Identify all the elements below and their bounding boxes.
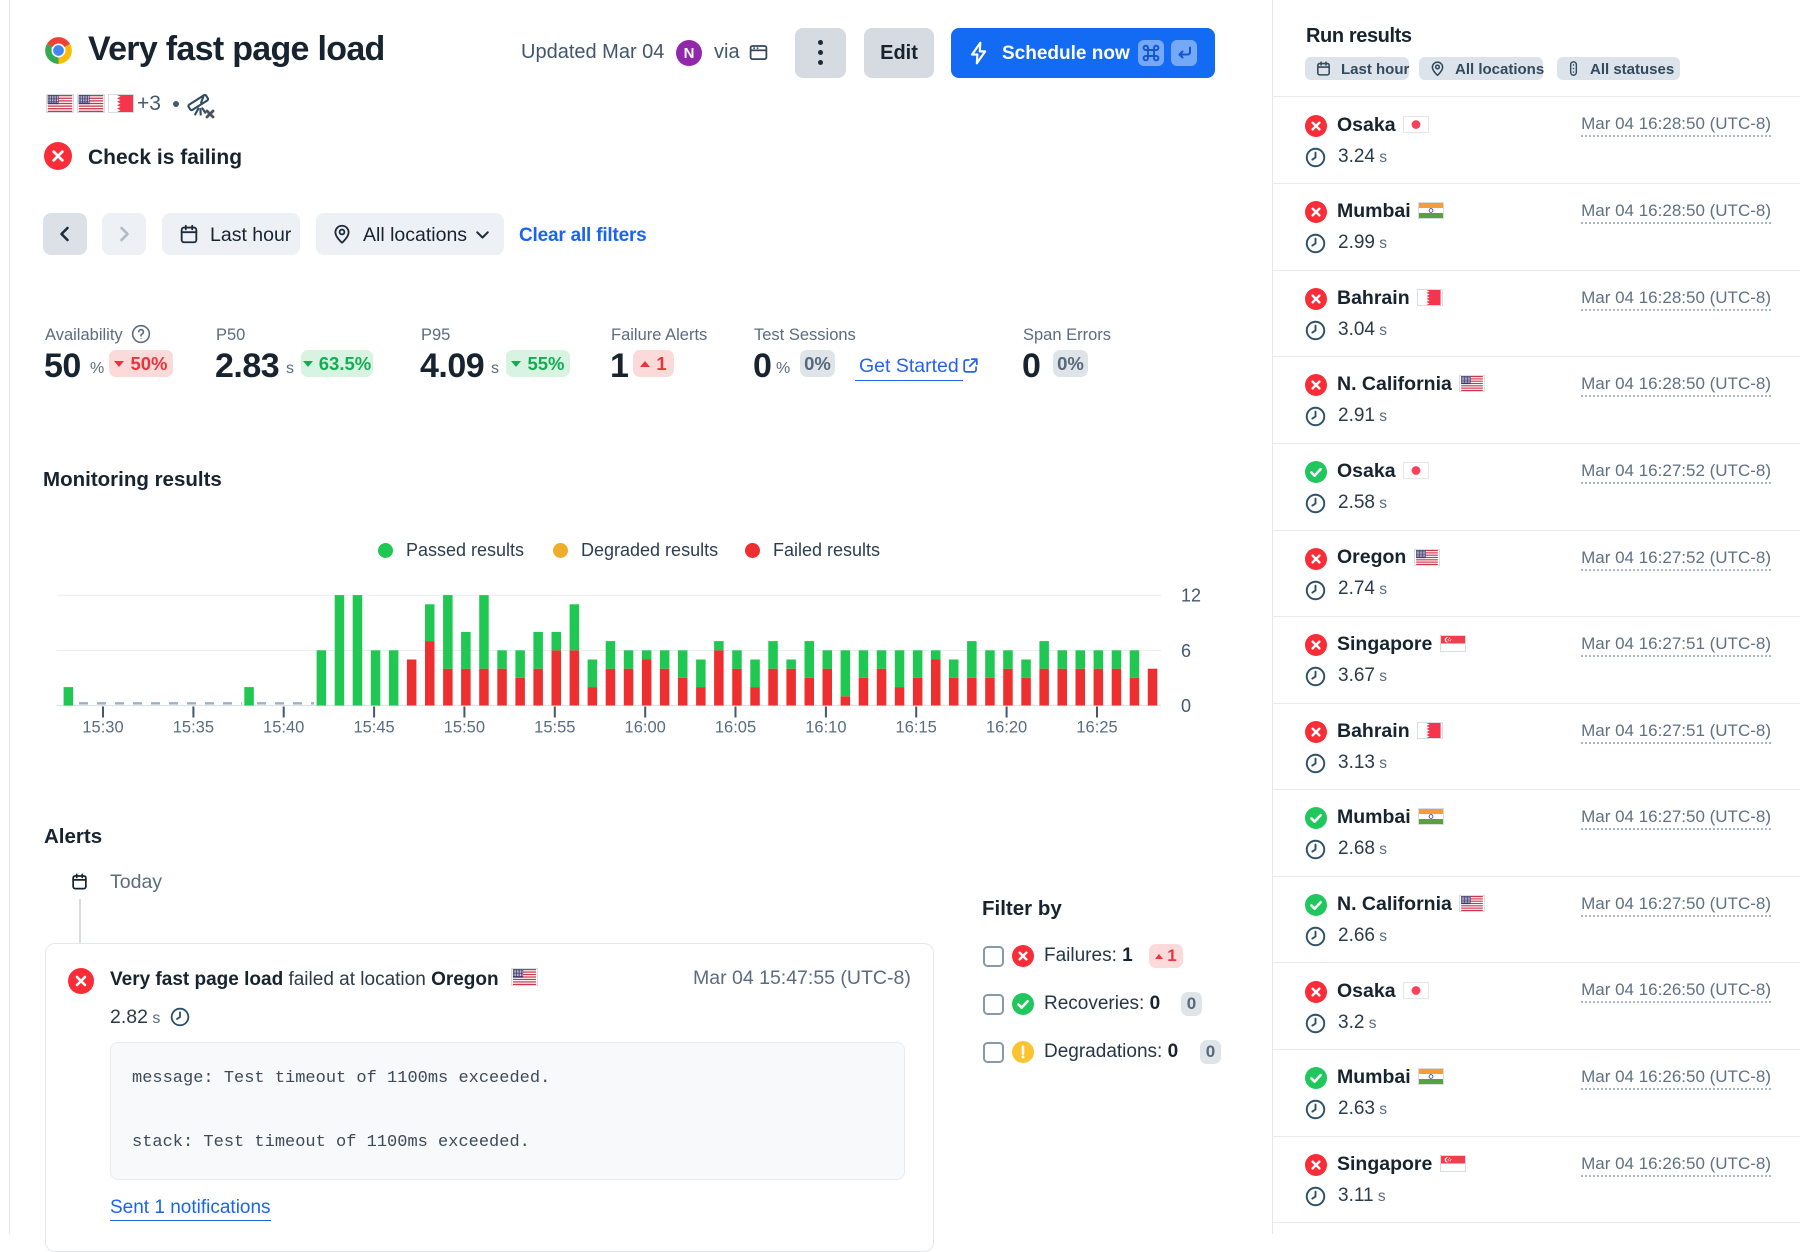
svg-text:16:10: 16:10 [805, 719, 846, 737]
svg-text:15:50: 15:50 [444, 719, 485, 737]
svg-text:0: 0 [1181, 696, 1191, 716]
svg-text:16:00: 16:00 [625, 719, 666, 737]
svg-text:15:40: 15:40 [263, 719, 304, 737]
svg-text:6: 6 [1181, 641, 1191, 661]
svg-text:15:55: 15:55 [534, 719, 575, 737]
svg-text:15:35: 15:35 [173, 719, 214, 737]
svg-text:16:25: 16:25 [1076, 719, 1117, 737]
svg-text:12: 12 [1181, 586, 1201, 606]
svg-text:15:30: 15:30 [82, 719, 123, 737]
svg-text:16:15: 16:15 [896, 719, 937, 737]
svg-text:16:05: 16:05 [715, 719, 756, 737]
svg-text:15:45: 15:45 [353, 719, 394, 737]
svg-text:16:20: 16:20 [986, 719, 1027, 737]
